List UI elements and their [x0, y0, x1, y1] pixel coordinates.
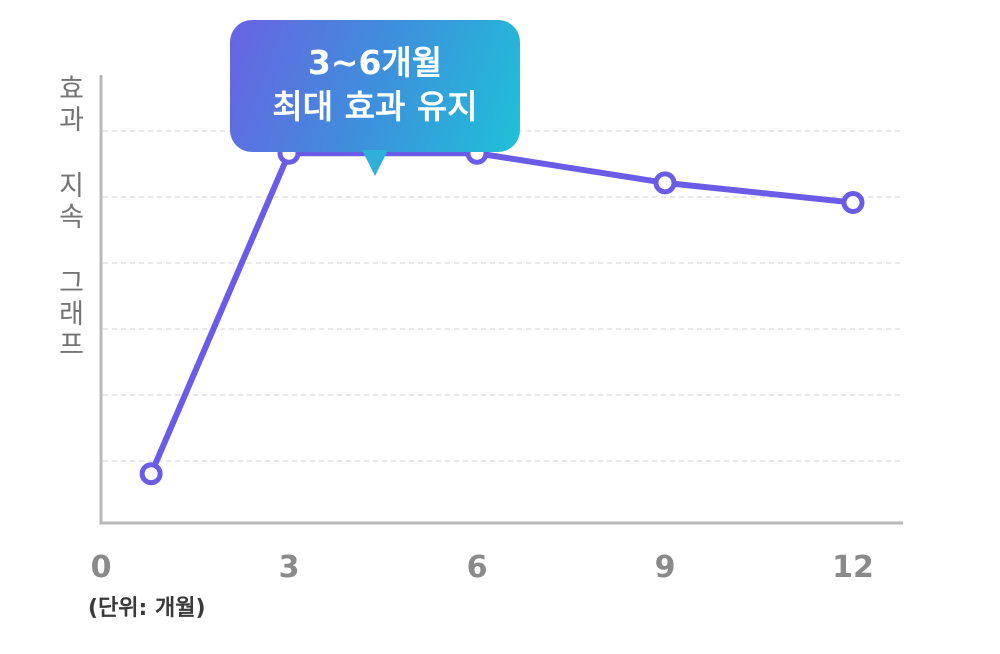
x-tick-label-3: 3 [279, 550, 300, 585]
y-axis-label: 효과 지속 그래프 [53, 74, 84, 361]
x-tick-label-12: 12 [832, 550, 874, 585]
data-point-4 [653, 171, 677, 195]
x-tick-label-9: 9 [655, 550, 676, 585]
x-tick-label-0: 0 [91, 550, 112, 585]
x-tick-label-6: 6 [467, 550, 488, 585]
callout-line-1: 3~6개월 [307, 43, 443, 82]
callout-line-2: 최대 효과 유지 [272, 87, 478, 126]
data-point-1 [139, 462, 163, 486]
callout-pointer [362, 150, 388, 176]
series-line-1 [148, 150, 856, 477]
data-point-5 [841, 191, 865, 215]
unit-note: (단위: 개월) [88, 596, 206, 621]
peak-callout: 3~6개월 최대 효과 유지 [230, 20, 520, 152]
